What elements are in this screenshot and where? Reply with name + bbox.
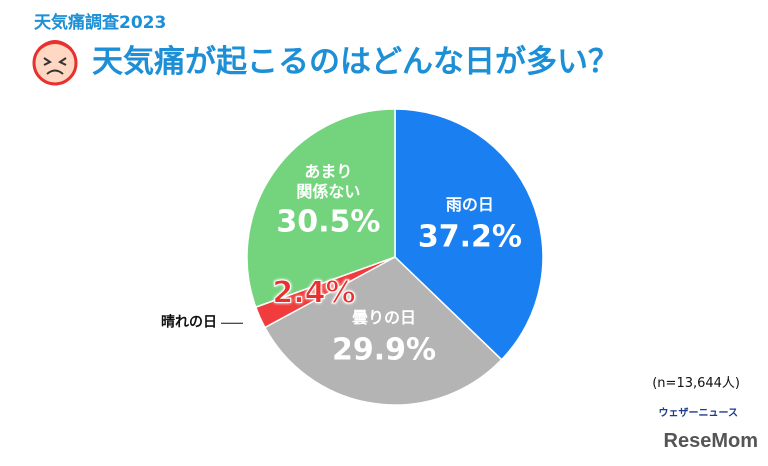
brand-logo: ReseMom <box>663 430 758 452</box>
source-logo: ウェザーニュース <box>658 408 739 419</box>
sample-note: (n=13,644人) <box>652 376 740 391</box>
pie-slice <box>263 256 503 406</box>
value-label: 30.5% <box>276 204 381 240</box>
pie-slice <box>394 108 544 361</box>
category-label: 晴れの日 <box>161 314 217 331</box>
chart-title: 天気痛が起こるのはどんな日が多い？ <box>92 44 619 80</box>
category-label: 曇りの日 <box>352 307 417 327</box>
subtitle: 天気痛調査2023 <box>34 13 167 33</box>
category-label: 雨の日 <box>445 195 494 215</box>
value-label: 29.9% <box>331 332 437 368</box>
category-label: あまり 関係ない <box>296 162 361 202</box>
face-icon <box>32 40 78 86</box>
value-label: 37.2% <box>417 219 522 255</box>
value-label: 2.4% <box>272 275 356 311</box>
pie-slice <box>246 108 396 309</box>
